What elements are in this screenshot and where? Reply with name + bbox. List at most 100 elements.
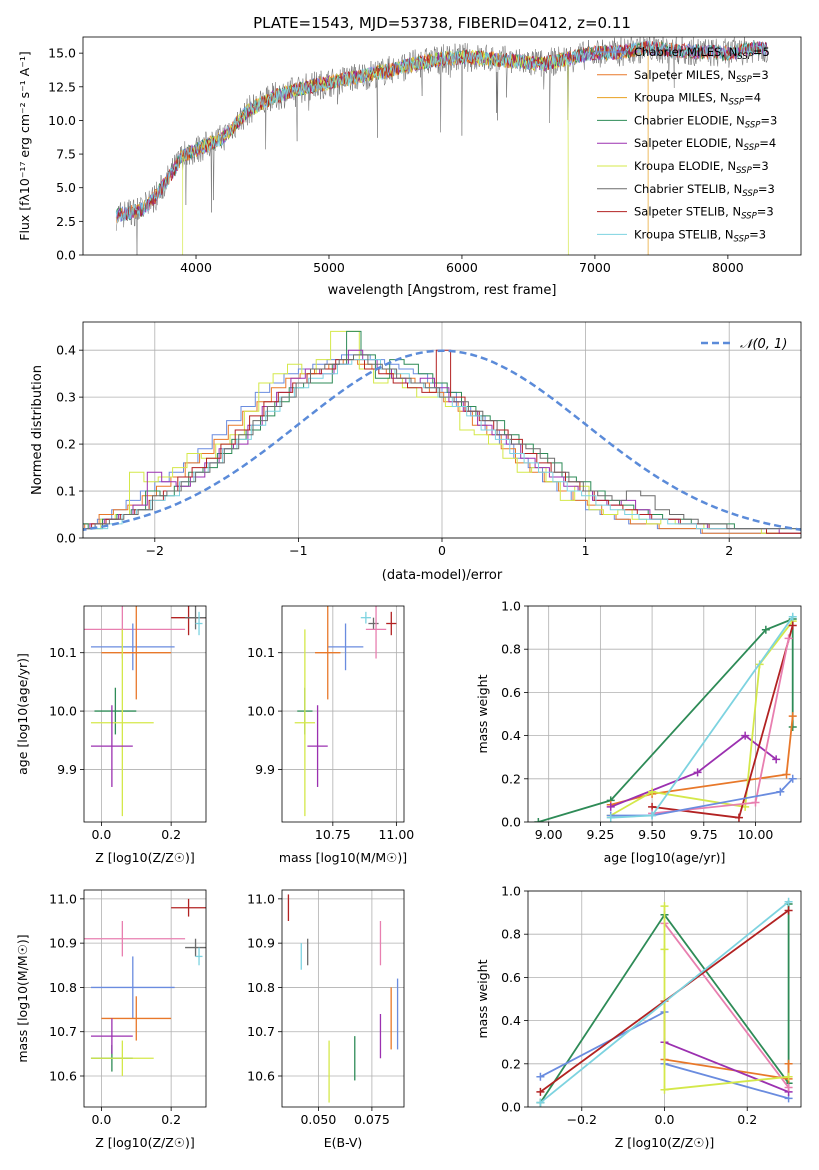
error-bar-point [90, 956, 175, 1019]
y-axis-label: age [log10(age/yr)] [15, 653, 30, 775]
y-tick-label: 0.0 [501, 815, 521, 830]
weight-marker [536, 1087, 545, 1096]
x-tick-label: 0.0 [91, 827, 111, 842]
weight-marker [734, 813, 743, 822]
plot-area [287, 894, 399, 1103]
error-bar-point [90, 629, 154, 817]
weight-marker [751, 798, 760, 807]
weight-marker [648, 787, 657, 796]
histogram-series [83, 354, 801, 534]
x-axis-label: wavelength [Angstrom, rest frame] [328, 283, 557, 298]
weight-series [663, 922, 790, 1089]
x-tick-label: 0.2 [737, 1112, 757, 1127]
x-tick-label: 11.00 [378, 827, 414, 842]
y-tick-label: 10.8 [49, 980, 77, 995]
axes-frame [281, 605, 405, 823]
axes-frame [82, 36, 802, 256]
legend-entry: Kroupa ELODIE, NSSP=3 [634, 159, 769, 176]
weight-z-axes: −0.2 0.0 0.2 0.0 0.2 0.4 0.6 0.8 1.0 [501, 884, 802, 1127]
error-bar-point [90, 705, 133, 787]
weight-series [610, 734, 777, 808]
y-tick-label: 15.0 [48, 46, 76, 61]
error-bar-point [90, 1018, 133, 1054]
y-tick-label: 0.8 [501, 642, 521, 657]
plot-area [83, 330, 801, 534]
x-tick-label: 8000 [712, 260, 744, 275]
error-bar-point [101, 606, 172, 700]
y-tick-label: 0.0 [501, 1100, 521, 1115]
x-tick-label: 10.00 [738, 827, 774, 842]
weight-marker [782, 770, 791, 779]
y-tick-label: 0.0 [56, 248, 76, 263]
legend-entry: 𝒩(0, 1) [740, 337, 787, 352]
legend-entry: Salpeter MILES, NSSP=3 [634, 68, 769, 85]
weight-marker [648, 811, 657, 820]
histogram-series [83, 359, 801, 534]
error-bar-point [327, 623, 364, 671]
error-bar-point [171, 898, 206, 917]
histogram-series [83, 330, 801, 530]
weight-marker [534, 818, 543, 822]
error-bar-point [185, 606, 206, 630]
y-tick-label: 0.2 [501, 771, 521, 786]
model-spectrum [116, 41, 768, 221]
mass-ebv-axes: 0.050 0.075 10.6 10.7 10.8 10.9 11.0 [247, 889, 405, 1127]
x-tick-label: 7000 [579, 260, 611, 275]
histogram-series [83, 354, 801, 530]
legend-entry: Salpeter STELIB, NSSP=3 [634, 205, 774, 222]
y-tick-label: 10.9 [49, 936, 77, 951]
y-tick-label: 10.0 [48, 113, 76, 128]
y-axis-label: mass weight [475, 674, 490, 753]
chart-title: PLATE=1543, MJD=53738, FIBERID=0412, z=0… [253, 14, 631, 32]
x-tick-label: 0 [438, 543, 446, 558]
error-bar-point [195, 611, 203, 636]
y-tick-label: 0.0 [56, 531, 76, 546]
histogram-series [83, 349, 801, 534]
plot-area [84, 606, 206, 817]
x-tick-label: 0.2 [161, 1112, 181, 1127]
x-tick-label: 2 [725, 543, 733, 558]
y-tick-label: 10.7 [247, 1024, 275, 1039]
error-bar-point [386, 611, 397, 636]
y-tick-label: 10.6 [247, 1069, 275, 1084]
y-tick-label: 10.6 [49, 1069, 77, 1084]
error-bar-point [294, 629, 316, 817]
error-bar-point [90, 1040, 154, 1076]
gaussian-curve [83, 349, 801, 532]
histogram-series [83, 359, 801, 530]
weight-marker [536, 1098, 545, 1107]
y-tick-label: 1.0 [501, 599, 521, 614]
weight-marker [784, 1072, 793, 1081]
plot-area [115, 37, 769, 255]
weight-marker [606, 802, 615, 811]
error-bar-point [195, 947, 203, 966]
legend-entry: Salpeter ELODIE, NSSP=4 [634, 136, 776, 153]
x-tick-label: 10.75 [315, 827, 351, 842]
error-bar-point [315, 606, 341, 700]
y-axis-label: mass weight [475, 959, 490, 1038]
weight-marker [784, 1059, 793, 1068]
x-tick-label: 5000 [313, 260, 345, 275]
weight-age-axes: 9.00 9.25 9.50 9.75 10.00 0.0 0.2 0.4 0.6 0.8 1.0 [501, 599, 802, 842]
x-tick-label: 0.050 [300, 1112, 336, 1127]
plot-area [84, 898, 206, 1076]
plot-area [536, 897, 793, 1107]
age-mass-axes: 10.75 11.00 9.9 10.0 10.1 [247, 605, 414, 842]
weight-marker [788, 621, 797, 630]
axes-frame [527, 605, 802, 823]
x-axis-label: age [log10(age/yr)] [604, 850, 726, 865]
x-tick-label: 0.2 [161, 827, 181, 842]
x-axis-label: Z [log10(Z/Z☉)] [615, 1135, 715, 1150]
axes-frame [83, 605, 207, 823]
y-tick-label: 12.5 [48, 79, 76, 94]
spectrum-axes: 4000 5000 6000 7000 8000 0.0 2.5 5.0 7.5 10.0 12.5… [48, 36, 802, 275]
y-tick-label: 10.9 [247, 936, 275, 951]
y-tick-label: 9.9 [57, 762, 77, 777]
x-axis-label: Z [log10(Z/Z☉)] [95, 1135, 195, 1150]
y-tick-label: 0.2 [501, 1056, 521, 1071]
x-tick-label: 1 [582, 543, 590, 558]
y-axis-label: Flux [fλ10⁻¹⁷ erg cm⁻² s⁻¹ A⁻¹] [17, 51, 32, 240]
x-tick-label: 9.50 [638, 827, 666, 842]
x-tick-label: 0.075 [354, 1112, 390, 1127]
y-tick-label: 11.0 [49, 891, 77, 906]
